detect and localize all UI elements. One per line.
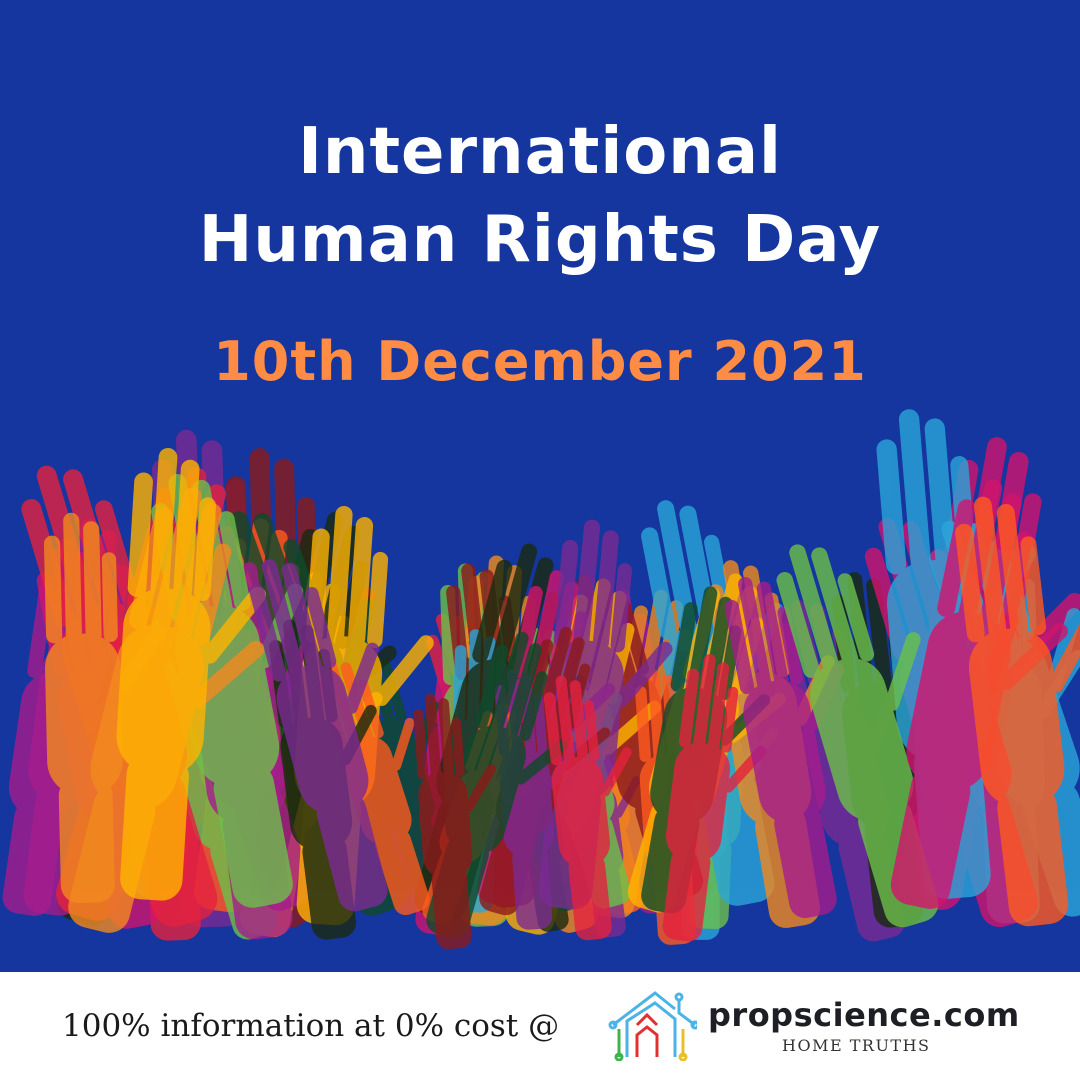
brand-subtitle: HOME TRUTHS [782, 1036, 931, 1055]
house-circuit-icon [608, 991, 697, 1061]
raised-hands-illustration [0, 399, 1080, 955]
poster-title: International Human Rights Day [0, 108, 1080, 284]
event-date: 10th December 2021 [213, 330, 867, 393]
brand-name: propscience.com [708, 996, 1020, 1034]
tagline: 100% information at 0% cost @ [62, 1008, 560, 1044]
title-line-2: Human Rights Day [198, 203, 882, 277]
title-line-1: International [298, 115, 782, 189]
poster: International Human Rights Day 10th Dece… [0, 0, 1080, 972]
footer [0, 972, 1080, 1080]
